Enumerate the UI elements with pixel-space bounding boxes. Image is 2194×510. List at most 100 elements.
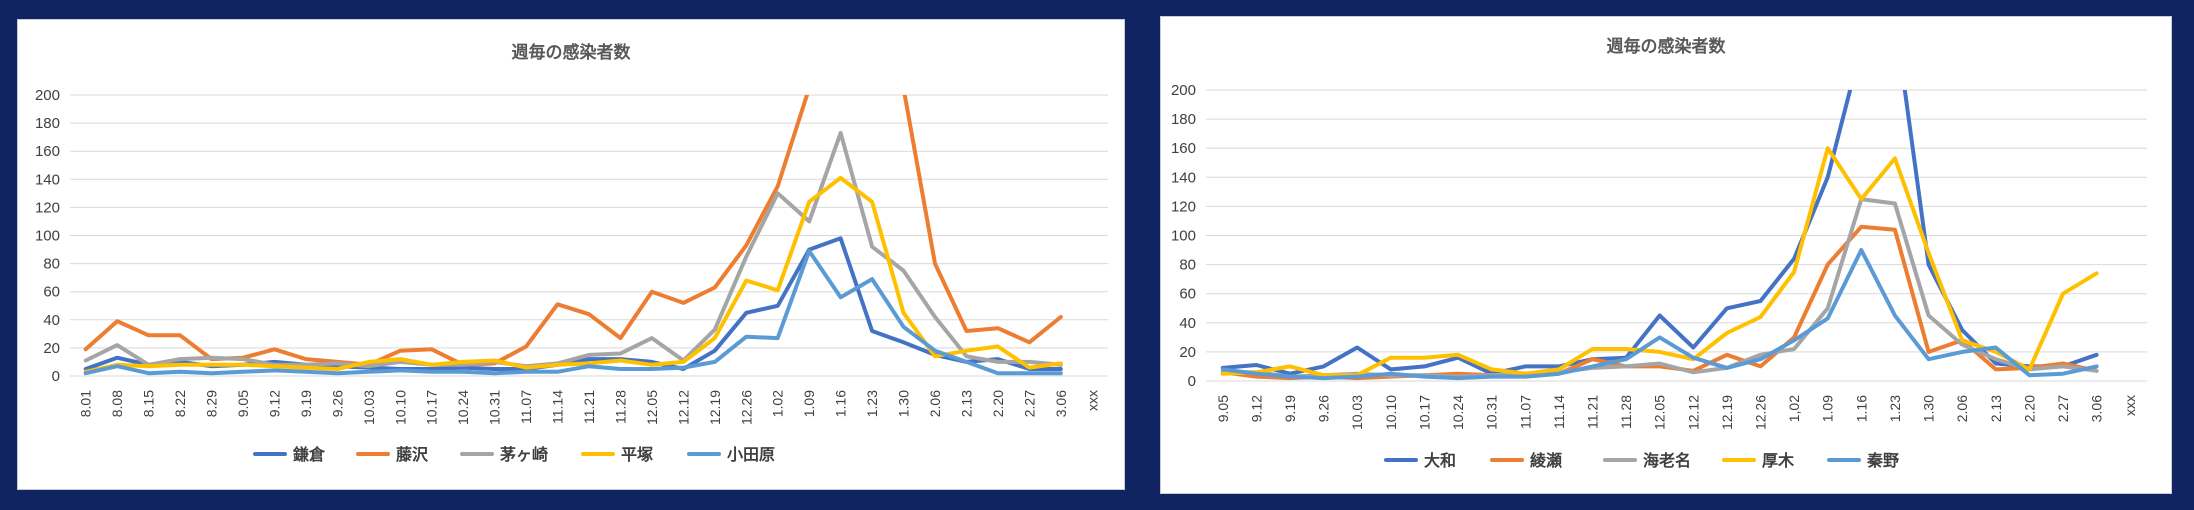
x-tick-label: 9.12 (1248, 395, 1264, 422)
series-line-鎌倉 (83, 236, 1063, 371)
series-line-藤沢 (83, 95, 1063, 367)
x-tick-label: 2.13 (1988, 395, 2004, 422)
x-tick-label: 3.06 (2089, 395, 2105, 422)
x-tick-label: 8.08 (109, 390, 125, 417)
x-tick-label: 11.21 (581, 390, 597, 424)
x-tick-label: 9.26 (329, 390, 345, 417)
series-line-平塚 (83, 175, 1063, 374)
x-tick-label: 10.17 (1416, 395, 1432, 430)
x-tick-label: 10.24 (1450, 395, 1466, 430)
y-tick-label: 160 (1171, 140, 1196, 157)
x-tick-label: 9.19 (1282, 395, 1298, 422)
legend-label: 大和 (1424, 451, 1456, 470)
x-tick-label: 8.22 (172, 390, 188, 417)
legend-label: 平塚 (621, 445, 653, 464)
x-tick-label: 8.29 (204, 390, 220, 417)
x-tick-label: 8.01 (78, 390, 94, 417)
y-tick-label: 0 (52, 368, 60, 385)
x-tick-label: 11.28 (612, 390, 628, 424)
x-tick-label: 2.20 (2021, 395, 2037, 422)
legend-label: 鎌倉 (292, 445, 326, 464)
y-tick-label: 60 (43, 284, 60, 301)
x-tick-label: 3.06 (1053, 390, 1069, 417)
x-tick-label: 2.20 (990, 390, 1006, 417)
x-tick-label: 12.05 (644, 390, 660, 425)
right-chart: 週毎の感染者数 0 20 40 60 80 100 120 140 160 180 200 9.05 9.… (1171, 36, 2147, 470)
x-tick-label: 2.27 (1021, 390, 1037, 417)
x-tick-label: 12.05 (1652, 395, 1668, 430)
y-tick-label: 140 (1171, 169, 1196, 186)
y-tick-label: 40 (43, 312, 60, 329)
series-line-綾瀬 (1220, 224, 2099, 381)
y-tick-label: 140 (35, 171, 60, 188)
x-tick-label: 10.10 (392, 390, 408, 425)
x-tick-label: 10.03 (1349, 395, 1365, 430)
x-tick-label: 1.30 (1921, 395, 1937, 422)
left-chart-panel: 週毎の感染者数 0 20 40 60 80 100 120 140 160 180 200 8.01 8.… (17, 19, 1125, 490)
x-tick-label: 1.30 (896, 390, 912, 417)
x-tick-label: 9.05 (235, 390, 251, 417)
x-tick-label: 10.31 (1484, 395, 1500, 430)
series-line-小田原 (83, 249, 1063, 376)
y-tick-label: 20 (43, 340, 60, 357)
x-tick-label: 11.07 (1517, 395, 1533, 429)
x-tick-label: 10.10 (1383, 395, 1399, 430)
series-group (1220, 90, 2099, 381)
x-tick-label: 10.31 (487, 390, 503, 425)
legend-label: 秦野 (1866, 451, 1899, 470)
x-tick-label: 9.12 (266, 390, 282, 417)
x-tick-label: 10.24 (455, 390, 471, 425)
y-tick-label: 60 (1179, 286, 1196, 303)
legend-label: 厚木 (1762, 451, 1795, 470)
x-tick-label: 1,02 (1786, 395, 1802, 422)
x-tick-label: 10.03 (361, 390, 377, 425)
y-tick-label: 180 (1171, 111, 1196, 128)
y-tick-label: 100 (1171, 228, 1196, 245)
x-tick-label: 8.15 (141, 390, 157, 417)
legend-label: 茅ヶ崎 (500, 445, 548, 464)
x-tick-label: 1.16 (1853, 395, 1869, 422)
y-tick-label: 180 (35, 115, 60, 132)
x-tick-label: 11.28 (1618, 395, 1634, 429)
legend-label: 小田原 (727, 445, 775, 464)
x-tick-label: 11.07 (518, 390, 534, 424)
x-tick-label: 10.17 (424, 390, 440, 425)
x-tick-label: 1.16 (833, 390, 849, 417)
x-tick-label: 11.14 (1551, 395, 1567, 429)
x-tick-label: 12.19 (1719, 395, 1735, 430)
x-tick-label: 1.09 (1820, 395, 1836, 422)
x-tick-label: 9.26 (1316, 395, 1332, 422)
series-line-秦野 (1220, 248, 2099, 381)
x-tick-label: 1.09 (801, 390, 817, 417)
y-tick-label: 80 (1179, 257, 1196, 274)
legend-label: 綾瀬 (1530, 451, 1562, 470)
y-tick-label: 120 (1171, 198, 1196, 215)
y-tick-label: 100 (35, 228, 60, 245)
x-tick-label: xxx (2122, 395, 2138, 416)
legend-label: 海老名 (1643, 451, 1691, 470)
x-tick-label: 2.27 (2055, 395, 2071, 422)
x-tick-label: 2.06 (1954, 395, 1970, 422)
x-tick-label: 9.05 (1215, 395, 1231, 422)
x-tick-label: 2.13 (958, 390, 974, 417)
x-tick-label: 12.26 (1753, 395, 1769, 430)
chart-title: 週毎の感染者数 (512, 42, 632, 63)
series-group (83, 95, 1063, 376)
x-tick-label: 11.21 (1584, 395, 1600, 429)
y-tick-label: 0 (1188, 373, 1196, 390)
x-tick-label: 1.23 (864, 390, 880, 417)
left-chart: 週毎の感染者数 0 20 40 60 80 100 120 140 160 180 200 8.01 8.… (35, 42, 1108, 464)
x-tick-label: 12.12 (1685, 395, 1701, 430)
x-tick-label: 12.12 (675, 390, 691, 425)
y-tick-label: 200 (35, 87, 60, 104)
x-tick-label: 11.14 (550, 390, 566, 424)
y-tick-label: 120 (35, 199, 60, 216)
y-tick-label: 80 (43, 256, 60, 273)
x-tick-label: 1.23 (1887, 395, 1903, 422)
y-tick-label: 160 (35, 143, 60, 160)
series-line-茅ヶ崎 (83, 130, 1063, 369)
legend-label: 藤沢 (396, 445, 429, 464)
y-tick-label: 40 (1179, 315, 1196, 332)
x-tick-label: 12.19 (707, 390, 723, 425)
x-tick-label: 2.06 (927, 390, 943, 417)
